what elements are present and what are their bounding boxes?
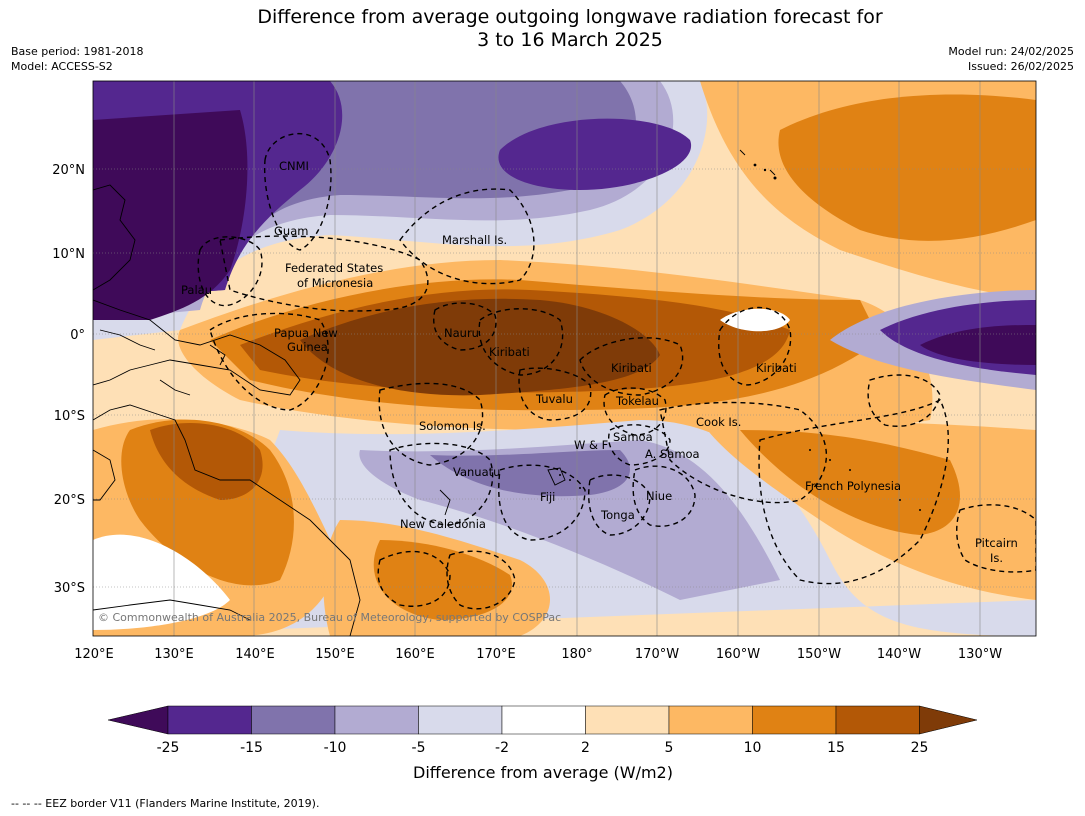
label-fsm-line2: of Micronesia <box>297 276 373 290</box>
label-vanuatu: Vanuatu <box>453 465 500 479</box>
colorbar-segment-2 <box>251 705 336 735</box>
label-png-line1: Papua New <box>274 326 338 340</box>
lon-tick-150w: 150°W <box>797 647 841 662</box>
label-palau: Palau <box>181 283 212 297</box>
lon-tick-180: 180° <box>561 647 592 662</box>
lon-tick-150e: 150°E <box>315 647 355 662</box>
eez-footnote: -- -- -- EEZ border V11 (Flanders Marine… <box>11 797 320 810</box>
map-title: Difference from average outgoing longwav… <box>0 6 1085 52</box>
colorbar-segment-8 <box>752 705 837 735</box>
colorbar-tick-6: 5 <box>665 740 674 756</box>
place-labels: CNMI Guam Marshall Is. Federated States … <box>181 159 1018 565</box>
lat-tick-30s: 30°S <box>54 581 85 596</box>
colorbar-segment-7 <box>668 705 753 735</box>
coastlines <box>93 149 776 636</box>
colorbar-tick-4: -2 <box>495 740 509 756</box>
colorbar-tick-0: -25 <box>157 740 180 756</box>
colorbar-segment-6 <box>585 705 670 735</box>
copyright-notice: © Commonwealth of Australia 2025, Bureau… <box>98 611 561 624</box>
lon-tick-120e: 120°E <box>74 647 114 662</box>
colorbar-segment-4 <box>418 705 503 735</box>
title-line-2: 3 to 16 March 2025 <box>477 29 663 51</box>
colorbar-segment-9 <box>835 705 920 735</box>
label-kiribati-east: Kiribati <box>756 361 797 375</box>
latitude-ticks: 20°N 10°N 0° 10°S 20°S 30°S <box>52 163 85 596</box>
label-samoa: Samoa <box>613 430 653 444</box>
base-period: Base period: 1981-2018 <box>11 45 144 58</box>
label-pitcairn-line2: Is. <box>990 551 1003 565</box>
lat-tick-20s: 20°S <box>54 493 85 508</box>
colorbar-tick-7: 10 <box>744 740 762 756</box>
colorbar-segment-1 <box>167 705 252 735</box>
label-cnmi: CNMI <box>279 159 309 173</box>
meta-left: Base period: 1981-2018 Model: ACCESS-S2 <box>11 44 143 74</box>
model-name: Model: ACCESS-S2 <box>11 60 113 73</box>
label-solomon-is: Solomon Is. <box>419 419 486 433</box>
model-run: Model run: 24/02/2025 <box>948 45 1074 58</box>
label-fiji: Fiji <box>540 490 555 504</box>
lon-tick-170w: 170°W <box>635 647 679 662</box>
colorbar-title: Difference from average (W/m2) <box>413 763 673 782</box>
lon-tick-130w: 130°W <box>958 647 1002 662</box>
label-tonga: Tonga <box>600 508 635 522</box>
colorbar-segment-high-extend <box>919 705 978 735</box>
label-american-samoa: A. Samoa <box>645 447 700 461</box>
meta-right: Model run: 24/02/2025 Issued: 26/02/2025 <box>948 44 1074 74</box>
lon-tick-160w: 160°W <box>716 647 760 662</box>
colorbar-tick-8: 15 <box>827 740 845 756</box>
lat-tick-0: 0° <box>70 328 85 343</box>
label-marshall-is: Marshall Is. <box>442 233 507 247</box>
label-kiribati-west: Kiribati <box>489 345 530 359</box>
label-new-caledonia: New Caledonia <box>400 517 486 531</box>
issued-date: Issued: 26/02/2025 <box>967 60 1074 73</box>
colorbar-tick-9: 25 <box>911 740 929 756</box>
colorbar-tick-3: -5 <box>412 740 426 756</box>
anomaly-field: © Commonwealth of Australia 2025, Bureau… <box>93 81 1036 636</box>
colorbar-segment-low-extend <box>107 705 169 735</box>
colorbar-tick-1: -15 <box>240 740 263 756</box>
longitude-ticks: 120°E 130°E 140°E 150°E 160°E 170°E 180°… <box>74 647 1002 662</box>
lon-tick-130e: 130°E <box>154 647 194 662</box>
label-pitcairn-line1: Pitcairn <box>975 536 1018 550</box>
colorbar-segment-5 <box>501 705 586 735</box>
label-kiribati-central: Kiribati <box>611 361 652 375</box>
label-wallis-futuna: W & F <box>574 438 608 452</box>
colorbar: -25 -15 -10 -5 -2 2 5 10 15 25 Differenc… <box>107 705 978 782</box>
title-line-1: Difference from average outgoing longwav… <box>257 6 883 28</box>
lon-tick-140w: 140°W <box>877 647 921 662</box>
lon-tick-170e: 170°E <box>476 647 516 662</box>
colorbar-segment-3 <box>334 705 419 735</box>
label-nauru: Nauru <box>444 326 479 340</box>
label-fsm-line1: Federated States <box>285 261 383 275</box>
gridlines <box>93 81 1036 636</box>
lat-tick-10s: 10°S <box>54 409 85 424</box>
label-tuvalu: Tuvalu <box>535 392 573 406</box>
label-french-polynesia: French Polynesia <box>805 479 901 493</box>
map-frame <box>92 80 1037 637</box>
colorbar-tick-2: -10 <box>324 740 347 756</box>
colorbar-tick-5: 2 <box>581 740 590 756</box>
lon-tick-160e: 160°E <box>395 647 435 662</box>
label-tokelau: Tokelau <box>615 394 659 408</box>
label-guam: Guam <box>274 224 308 238</box>
label-niue: Niue <box>646 489 672 503</box>
label-png-line2: Guinea <box>287 340 328 354</box>
eez-borders <box>197 133 1036 610</box>
lon-tick-140e: 140°E <box>235 647 275 662</box>
islands <box>559 163 921 511</box>
label-cook-is: Cook Is. <box>696 415 741 429</box>
lat-tick-20n: 20°N <box>52 163 85 178</box>
lat-tick-10n: 10°N <box>52 247 85 262</box>
colorbar-ticks: -25 -15 -10 -5 -2 2 5 10 15 25 <box>157 740 929 756</box>
